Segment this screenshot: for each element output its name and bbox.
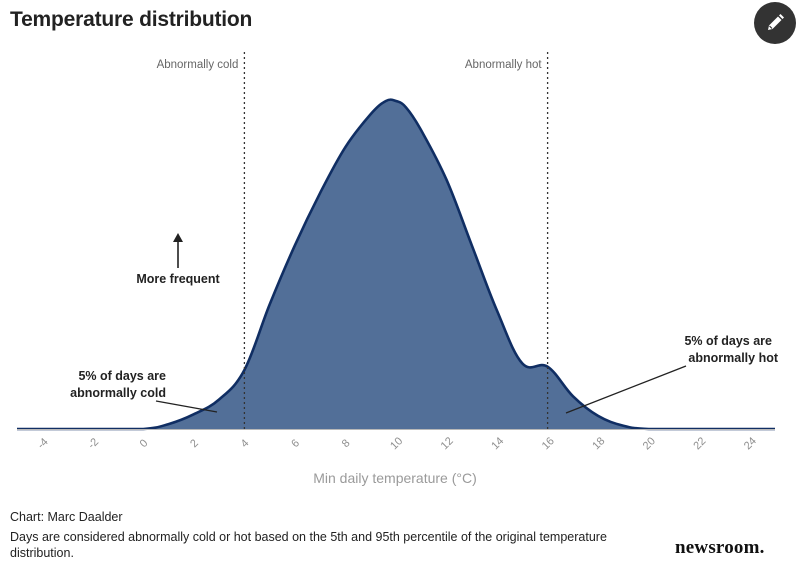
x-tick-label: 18 xyxy=(590,435,607,452)
hot-threshold-label: Abnormally hot xyxy=(465,59,543,71)
more-frequent-arrowhead xyxy=(173,233,183,242)
x-tick-label: 10 xyxy=(388,435,405,452)
x-tick-label: -2 xyxy=(86,436,101,451)
chart-note: Days are considered abnormally cold or h… xyxy=(10,530,607,560)
chart-source: Chart: Marc Daalder xyxy=(10,510,123,524)
cold-annotation-line1: 5% of days are xyxy=(78,369,166,383)
pencil-icon xyxy=(768,14,784,30)
x-tick-label: 4 xyxy=(239,437,252,450)
x-tick-label: 22 xyxy=(691,435,708,452)
chart-title: Temperature distribution xyxy=(10,8,253,31)
cold-annotation-pointer xyxy=(155,400,218,413)
edit-button[interactable] xyxy=(754,2,796,44)
x-tick-label: 20 xyxy=(641,435,658,452)
more-frequent-label: More frequent xyxy=(136,272,220,286)
x-tick-label: 8 xyxy=(340,437,353,450)
cold-annotation-line2: abnormally cold xyxy=(70,386,166,400)
x-tick-label: 24 xyxy=(742,435,759,452)
newsroom-logo: newsroom. xyxy=(675,537,765,558)
x-tick-label: 0 xyxy=(138,437,151,450)
x-axis-label: Min daily temperature (°C) xyxy=(313,470,477,486)
hot-annotation-line2: abnormally hot xyxy=(688,351,778,365)
x-tick-label: 14 xyxy=(489,435,506,452)
x-tick-label: -4 xyxy=(35,436,50,451)
distribution-area xyxy=(17,99,775,430)
hot-annotation-line1: 5% of days are xyxy=(684,334,772,348)
x-tick-label: 6 xyxy=(289,437,302,450)
x-tick-label: 16 xyxy=(540,435,557,452)
hot-annotation-pointer xyxy=(565,365,687,414)
cold-threshold-label: Abnormally cold xyxy=(157,59,239,71)
x-tick-label: 12 xyxy=(439,435,456,452)
distribution-line xyxy=(16,98,775,431)
x-tick-label: 2 xyxy=(188,437,201,450)
distribution-chart: -4 -2 0 2 4 6 8 10 12 14 16 18 20 22 24 Abnormally col… xyxy=(16,52,779,486)
